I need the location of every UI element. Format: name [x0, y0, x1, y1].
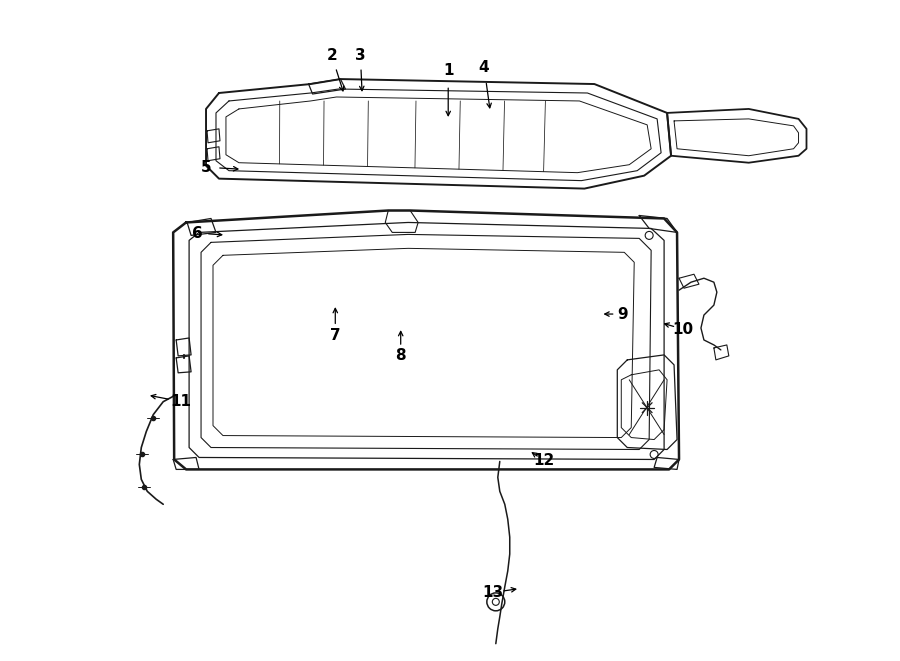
Text: 3: 3 [356, 48, 365, 63]
Text: 2: 2 [327, 48, 338, 63]
Text: 1: 1 [443, 63, 454, 78]
Text: 4: 4 [479, 59, 490, 75]
Text: 7: 7 [330, 329, 340, 343]
Text: 5: 5 [201, 160, 212, 175]
Text: 13: 13 [482, 585, 504, 600]
Text: 9: 9 [616, 307, 627, 321]
Text: 11: 11 [171, 394, 192, 409]
Text: 12: 12 [534, 453, 554, 469]
Text: 6: 6 [192, 225, 202, 241]
Text: 10: 10 [672, 322, 694, 336]
Text: 8: 8 [395, 348, 406, 363]
